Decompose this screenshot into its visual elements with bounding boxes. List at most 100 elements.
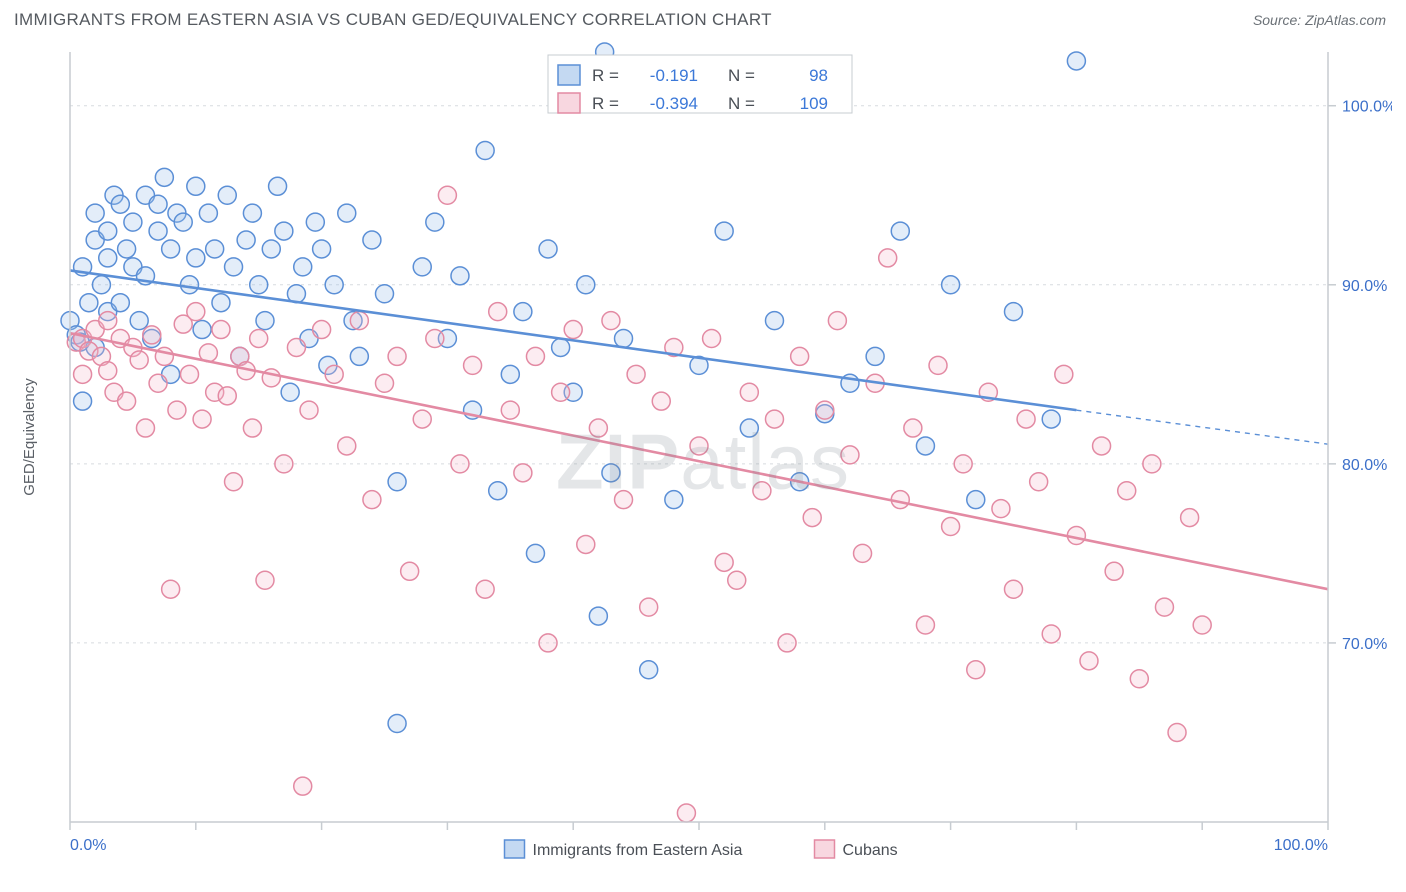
data-point <box>149 222 167 240</box>
data-point <box>891 222 909 240</box>
data-point <box>589 607 607 625</box>
data-point <box>652 392 670 410</box>
data-point <box>841 446 859 464</box>
data-point <box>162 240 180 258</box>
data-point <box>256 312 274 330</box>
data-point <box>111 195 129 213</box>
data-point <box>1155 598 1173 616</box>
data-point <box>1093 437 1111 455</box>
data-point <box>237 231 255 249</box>
data-point <box>715 222 733 240</box>
data-point <box>1181 509 1199 527</box>
data-point <box>338 437 356 455</box>
data-point <box>916 437 934 455</box>
data-point <box>665 491 683 509</box>
data-point <box>325 276 343 294</box>
data-point <box>1042 625 1060 643</box>
data-point <box>74 365 92 383</box>
y-tick-label: 90.0% <box>1342 278 1387 295</box>
legend-r-label: R = <box>592 66 619 85</box>
scatter-chart-svg: 0.0%100.0%70.0%80.0%90.0%100.0%GED/Equiv… <box>14 42 1392 882</box>
data-point <box>294 777 312 795</box>
data-point <box>376 374 394 392</box>
data-point <box>552 383 570 401</box>
data-point <box>526 347 544 365</box>
data-point <box>1030 473 1048 491</box>
data-point <box>80 294 98 312</box>
data-point <box>99 312 117 330</box>
data-point <box>438 186 456 204</box>
data-point <box>1017 410 1035 428</box>
legend-n-value: 98 <box>809 66 828 85</box>
data-point <box>168 401 186 419</box>
data-point <box>677 804 695 822</box>
data-point <box>753 482 771 500</box>
legend-swatch <box>815 840 835 858</box>
data-point <box>243 204 261 222</box>
data-point <box>740 419 758 437</box>
data-point <box>929 356 947 374</box>
legend-n-value: 109 <box>800 94 828 113</box>
data-point <box>111 294 129 312</box>
data-point <box>426 330 444 348</box>
data-point <box>212 321 230 339</box>
data-point <box>489 482 507 500</box>
data-point <box>92 276 110 294</box>
data-point <box>225 258 243 276</box>
data-point <box>1168 723 1186 741</box>
data-point <box>250 276 268 294</box>
data-point <box>388 715 406 733</box>
data-point <box>376 285 394 303</box>
data-point <box>489 303 507 321</box>
data-point <box>1118 482 1136 500</box>
data-point <box>1105 562 1123 580</box>
data-point <box>426 213 444 231</box>
data-point <box>181 365 199 383</box>
data-point <box>690 437 708 455</box>
data-point <box>99 222 117 240</box>
data-point <box>615 330 633 348</box>
trend-line-projected <box>1076 410 1328 444</box>
x-tick-label: 0.0% <box>70 837 106 854</box>
data-point <box>1130 670 1148 688</box>
data-point <box>501 401 519 419</box>
data-point <box>306 213 324 231</box>
data-point <box>149 374 167 392</box>
data-point <box>740 383 758 401</box>
data-point <box>942 276 960 294</box>
y-axis-title: GED/Equivalency <box>21 378 38 496</box>
data-point <box>199 204 217 222</box>
data-point <box>413 410 431 428</box>
data-point <box>187 177 205 195</box>
data-point <box>218 186 236 204</box>
data-point <box>514 303 532 321</box>
data-point <box>1005 580 1023 598</box>
data-point <box>476 580 494 598</box>
data-point <box>1080 652 1098 670</box>
data-point <box>539 634 557 652</box>
data-point <box>1143 455 1161 473</box>
data-point <box>828 312 846 330</box>
y-tick-label: 100.0% <box>1342 99 1392 116</box>
data-point <box>99 362 117 380</box>
data-point <box>206 240 224 258</box>
legend-series-label: Immigrants from Eastern Asia <box>533 842 743 859</box>
data-point <box>193 321 211 339</box>
data-point <box>803 509 821 527</box>
data-point <box>451 455 469 473</box>
data-point <box>269 177 287 195</box>
data-point <box>350 347 368 365</box>
data-point <box>615 491 633 509</box>
data-point <box>476 141 494 159</box>
data-point <box>300 401 318 419</box>
data-point <box>86 204 104 222</box>
data-point <box>281 383 299 401</box>
data-point <box>212 294 230 312</box>
data-point <box>143 326 161 344</box>
data-point <box>256 571 274 589</box>
data-point <box>1055 365 1073 383</box>
data-point <box>262 240 280 258</box>
data-point <box>854 544 872 562</box>
data-point <box>526 544 544 562</box>
data-point <box>363 491 381 509</box>
